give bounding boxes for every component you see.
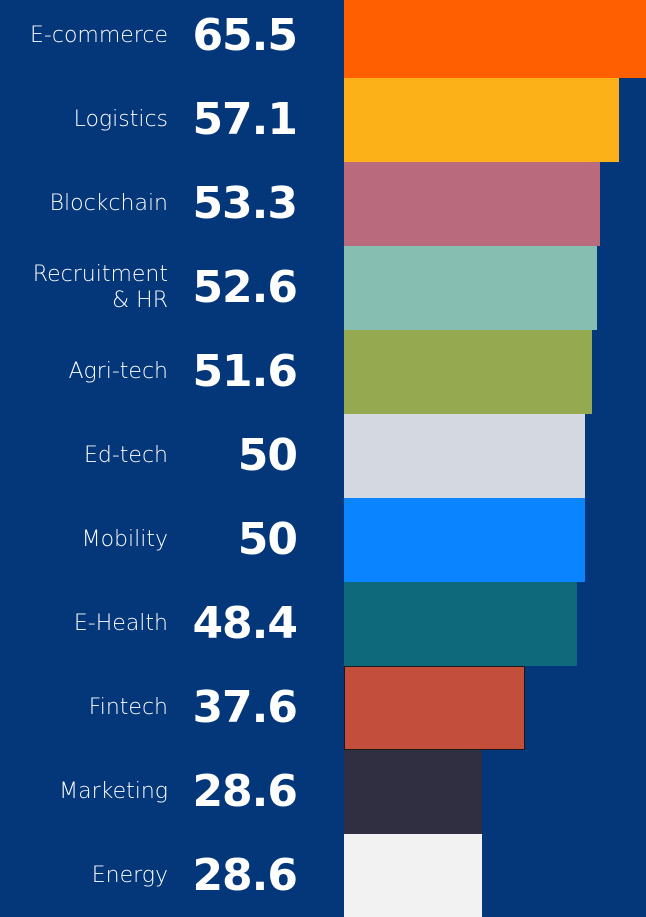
value-label: 51.6 [192, 346, 298, 397]
bar [344, 162, 601, 246]
value-label: 48.4 [192, 598, 298, 649]
category-label: Recruitment & HR [32, 262, 168, 313]
value-label: 37.6 [192, 682, 298, 733]
bar [344, 498, 585, 582]
category-label: Logistics [73, 107, 168, 132]
bar [344, 246, 597, 330]
bar [344, 0, 646, 78]
value-label: 65.5 [192, 10, 298, 61]
value-label: 50 [237, 514, 298, 565]
category-label: Marketing [59, 779, 168, 804]
bar [344, 330, 593, 414]
category-label: Ed-tech [83, 443, 168, 468]
bar [344, 582, 577, 666]
value-label: 28.6 [192, 766, 298, 817]
value-label: 50 [237, 430, 298, 481]
bar [344, 666, 525, 750]
value-label: 52.6 [192, 262, 298, 313]
category-label: Fintech [88, 695, 168, 720]
category-label: E-commerce [30, 23, 168, 48]
value-label: 53.3 [192, 178, 298, 229]
bar [344, 78, 619, 162]
bar [344, 834, 482, 917]
category-label: Blockchain [49, 191, 168, 216]
category-label: Mobility [81, 527, 168, 552]
bar [344, 414, 585, 498]
category-label: Agri-tech [68, 359, 168, 384]
category-label: E-Health [73, 611, 168, 636]
bar [344, 750, 482, 834]
category-label: Energy [91, 863, 168, 888]
value-label: 28.6 [192, 850, 298, 901]
value-label: 57.1 [192, 94, 298, 145]
